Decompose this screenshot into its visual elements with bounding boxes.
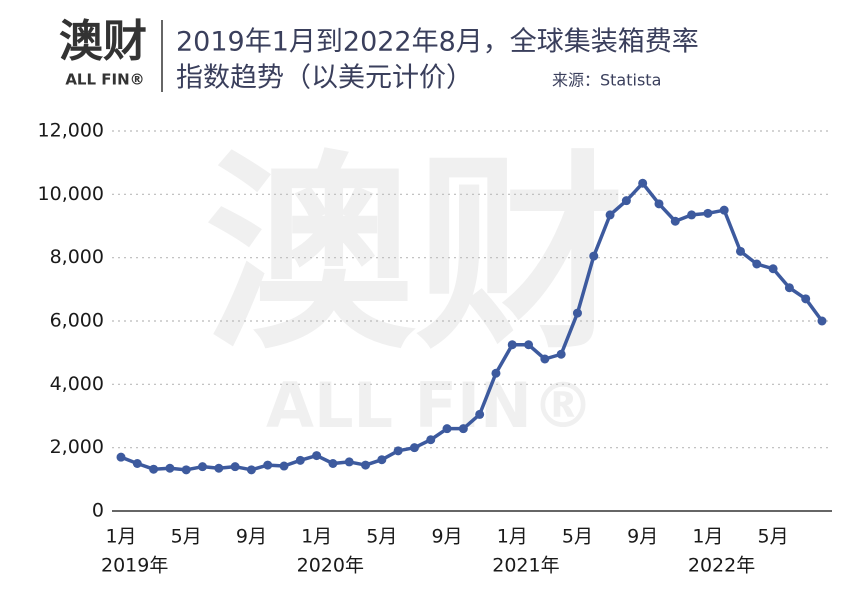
data-point [654, 199, 664, 209]
x-year-label: 2020年 [297, 555, 364, 577]
y-tick-label: 10,000 [38, 183, 104, 205]
data-point [442, 424, 452, 434]
data-point [165, 463, 175, 473]
x-tick-label: 5月 [758, 526, 789, 548]
data-point [605, 210, 615, 220]
watermark-text: ALL FIN® [266, 369, 594, 442]
data-point [312, 451, 322, 461]
y-tick-label: 0 [92, 500, 104, 522]
logo-text: ALL FIN® [65, 71, 144, 89]
data-point [181, 465, 191, 475]
data-point [132, 459, 142, 468]
chart-title-line: 2019年1月到2022年8月，全球集装箱费率 [176, 27, 699, 58]
x-tick-label: 1月 [301, 526, 332, 548]
data-point [328, 459, 338, 468]
data-point [426, 435, 436, 445]
data-point [393, 446, 403, 456]
data-point [491, 368, 501, 378]
x-tick-label: 1月 [692, 526, 723, 548]
data-point [556, 349, 566, 359]
data-point [361, 460, 371, 470]
data-point [768, 264, 778, 274]
y-tick-label: 2,000 [50, 436, 104, 458]
x-tick-label: 5月 [366, 526, 397, 548]
x-tick-label: 9月 [627, 526, 658, 548]
data-point [703, 208, 713, 218]
data-point [719, 205, 729, 215]
data-point [116, 452, 126, 462]
data-point [784, 283, 794, 293]
chart-source: 来源：Statista [552, 71, 661, 90]
data-point [589, 251, 599, 261]
data-point [621, 196, 631, 206]
x-tick-label: 5月 [171, 526, 202, 548]
x-tick-label: 5月 [562, 526, 593, 548]
x-tick-label: 1月 [497, 526, 528, 548]
data-point [572, 308, 582, 318]
x-year-label: 2019年 [101, 555, 168, 577]
data-point [279, 461, 289, 471]
data-point [377, 455, 387, 465]
data-point [230, 462, 240, 472]
data-point [507, 340, 517, 350]
y-tick-label: 12,000 [38, 120, 104, 142]
data-point [801, 294, 811, 304]
logo-mark: 澳财 [59, 16, 147, 67]
y-tick-label: 6,000 [50, 310, 104, 332]
x-year-label: 2021年 [492, 555, 559, 577]
data-point [458, 424, 468, 434]
watermark-mark: 澳财 [205, 133, 625, 378]
x-tick-label: 9月 [431, 526, 462, 548]
data-point [344, 457, 354, 467]
data-point [475, 409, 485, 419]
data-point [540, 354, 550, 364]
data-point [214, 463, 224, 473]
y-tick-label: 8,000 [50, 246, 104, 268]
data-point [752, 259, 762, 269]
data-point [246, 465, 256, 475]
data-point [149, 464, 159, 474]
y-tick-label: 4,000 [50, 373, 104, 395]
data-point [638, 178, 648, 188]
x-tick-label: 9月 [236, 526, 267, 548]
data-point [735, 246, 745, 256]
x-year-label: 2022年 [688, 555, 755, 577]
data-point [524, 340, 534, 350]
data-point [263, 460, 273, 470]
x-tick-label: 1月 [105, 526, 136, 548]
data-point [198, 462, 208, 472]
data-point [687, 210, 697, 220]
data-point [409, 443, 419, 453]
data-point [817, 316, 827, 326]
data-point [295, 455, 305, 465]
chart-title-line: 指数趋势（以美元计价） [176, 63, 473, 94]
data-point [670, 216, 680, 226]
